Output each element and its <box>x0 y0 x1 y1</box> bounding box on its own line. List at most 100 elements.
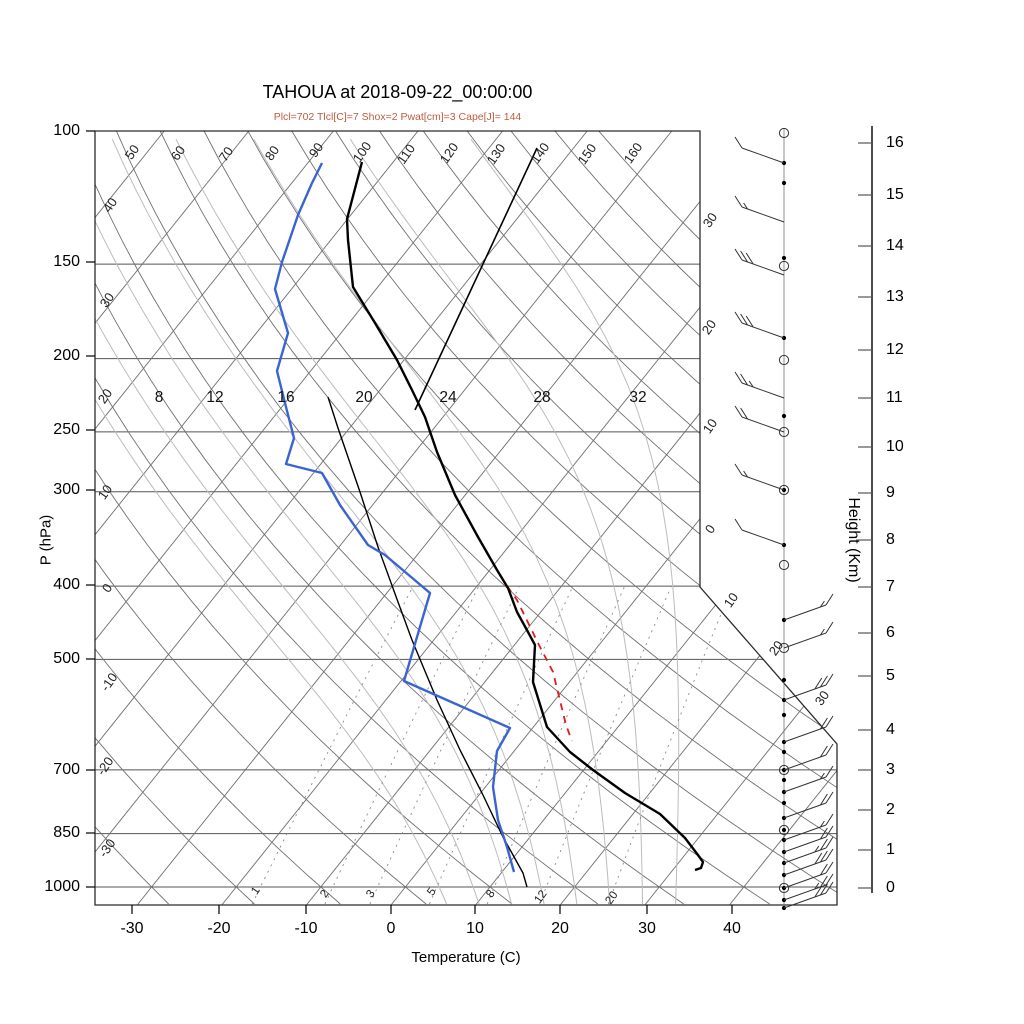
dry-adiabat-line <box>95 131 684 905</box>
wind-barb-shaft <box>741 206 785 223</box>
wind-barb-shaft <box>783 836 827 853</box>
wind-barb-shaft <box>783 684 827 701</box>
dry-adiabat-line <box>115 131 837 905</box>
wind-barb-shaft <box>783 726 827 743</box>
wind-barb-half-feather <box>743 202 749 210</box>
wind-barb-shaft <box>741 147 785 164</box>
wind-barb-shaft <box>741 529 785 546</box>
dry-adiabat-line <box>95 131 341 905</box>
wind-barb-feather <box>819 883 828 896</box>
wind-barb-feather <box>825 765 834 778</box>
wind-barb-feather <box>819 793 828 806</box>
wind-barb-shaft <box>783 776 827 793</box>
plot-frame <box>94 130 838 906</box>
wind-barb-shaft <box>741 416 785 433</box>
wind-barb-feather <box>740 407 749 420</box>
wind-barb-feather <box>825 861 834 874</box>
wind-barb-feather <box>819 827 828 840</box>
dry-adiabat-line <box>379 131 837 905</box>
mixing-ratio-line <box>539 586 672 905</box>
wind-barb <box>783 791 834 819</box>
isotherm-line <box>306 131 837 905</box>
wind-barb <box>734 248 785 276</box>
wind-barb <box>783 715 834 743</box>
dry-adiabat-line <box>159 131 837 905</box>
wind-barb-feather <box>825 825 834 838</box>
wind-barb-shaft <box>783 802 827 819</box>
wind-station-circle <box>778 260 790 272</box>
wind-station-dot <box>781 180 787 186</box>
wind-barb <box>734 371 785 399</box>
wind-barb <box>783 861 834 889</box>
dry-adiabat-line <box>95 131 770 905</box>
mixing-ratio-line <box>429 586 574 905</box>
wind-barb-feather <box>825 621 834 634</box>
dry-adiabat-line <box>554 131 837 905</box>
isotherm-line <box>95 131 503 905</box>
parcel-path-line <box>506 585 573 742</box>
moist-adiabat-line <box>253 138 611 905</box>
mixing-ratio-line <box>607 586 734 905</box>
dry-adiabat-line <box>95 131 427 905</box>
wind-barb <box>734 405 785 433</box>
wind-barb-feather <box>825 836 834 849</box>
wind-barb-half-feather <box>748 380 754 388</box>
wind-barb <box>783 593 834 621</box>
wind-station-dot <box>781 749 787 755</box>
wind-barb-shaft <box>741 382 785 399</box>
wind-barb-feather <box>740 373 749 386</box>
isotherm-line <box>644 131 837 905</box>
wind-station-circle <box>778 642 790 654</box>
wind-barb-feather <box>819 850 828 863</box>
wind-barb-feather <box>734 463 743 476</box>
wind-barb-shaft <box>783 859 827 876</box>
wind-barb <box>783 825 834 853</box>
wind-barb-half-feather <box>814 845 820 853</box>
moist-adiabat-line <box>349 138 643 905</box>
wind-barb-feather <box>819 745 828 758</box>
dewpoint-curve <box>273 162 516 873</box>
moist-adiabat-line <box>470 138 680 905</box>
wind-barb-feather <box>819 863 828 876</box>
wind-station-dot <box>781 677 787 683</box>
wind-barb-feather <box>825 715 834 728</box>
wind-barb-feather <box>734 518 743 531</box>
wind-barb-feather <box>814 885 823 898</box>
wind-station-circle <box>778 882 790 894</box>
dry-adiabat-line <box>598 131 837 905</box>
wind-barb <box>734 518 785 546</box>
wind-station-circle <box>778 426 790 438</box>
dry-adiabat-line <box>510 131 837 905</box>
wind-station-circle <box>778 764 790 776</box>
wind-barb <box>783 881 834 909</box>
wind-barb-feather <box>825 873 834 886</box>
wind-barb <box>783 873 834 901</box>
wind-barb <box>734 311 785 339</box>
dry-adiabat-line <box>247 131 837 905</box>
wind-barb-feather <box>734 248 743 261</box>
wind-station-dot <box>781 800 787 806</box>
thermo-grid <box>95 131 837 905</box>
wind-barb-feather <box>819 675 828 688</box>
wind-barb-shaft <box>741 322 785 339</box>
wind-barb-feather <box>825 813 834 826</box>
wind-barb-feather <box>825 743 834 756</box>
wind-barb <box>734 136 785 164</box>
wind-barb <box>783 743 834 771</box>
wind-barb-feather <box>825 593 834 606</box>
wind-barb-shaft <box>783 604 827 621</box>
dry-adiabat-line <box>95 131 255 905</box>
dry-adiabat-line <box>95 131 513 905</box>
wind-barb-half-feather <box>814 882 820 890</box>
wind-barb-feather <box>734 371 743 384</box>
wind-barb <box>783 848 834 876</box>
isotherm-line <box>136 131 757 905</box>
wind-barb-half-feather <box>819 628 825 636</box>
isotherm-line <box>95 131 588 905</box>
moist-adiabat-line <box>95 139 448 905</box>
wind-barb-feather <box>819 875 828 888</box>
moist-adiabat-line <box>95 139 480 905</box>
wind-barb <box>783 836 834 864</box>
